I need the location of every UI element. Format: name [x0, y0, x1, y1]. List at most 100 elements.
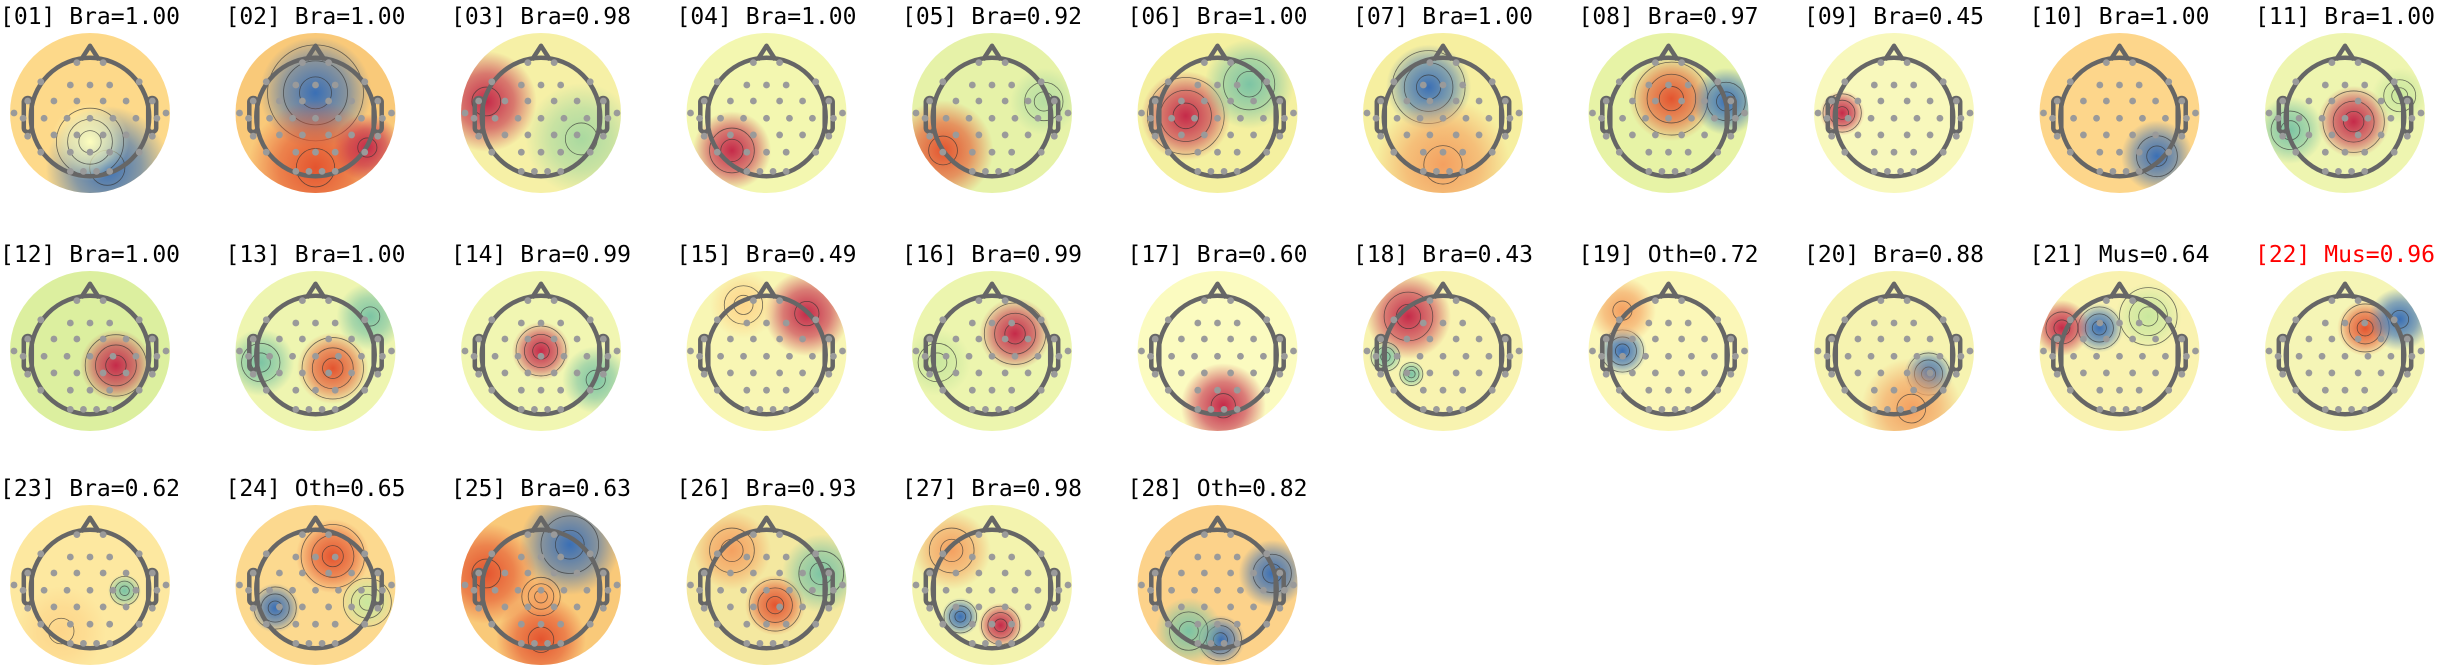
component-topomap[interactable]: [20] Bra=0.88	[1804, 242, 1984, 431]
electrode-markers	[1814, 59, 1974, 175]
component-topomap[interactable]: [26] Bra=0.93	[676, 476, 857, 665]
component-topomap[interactable]: [27] Bra=0.98	[902, 476, 1082, 665]
electrode-markers	[1814, 297, 1974, 413]
component-topomap[interactable]: [24] Oth=0.65	[225, 476, 406, 665]
electrode-markers	[687, 531, 846, 647]
contour-line	[709, 127, 755, 174]
component-title: [25] Bra=0.63	[451, 476, 631, 502]
electrode-markers	[1363, 297, 1523, 413]
electrode-markers	[687, 297, 846, 413]
electrode-markers	[236, 297, 395, 413]
component-topomap[interactable]: [15] Bra=0.49	[676, 242, 857, 431]
contour-line	[928, 527, 975, 574]
component-topomap[interactable]: [06] Bra=1.00	[1127, 4, 1308, 193]
component-title: [20] Bra=0.88	[1804, 242, 1984, 268]
component-title: [11] Bra=1.00	[2255, 4, 2435, 30]
component-topomap[interactable]: [25] Bra=0.63	[451, 476, 631, 665]
electrode-markers	[1589, 59, 1748, 175]
electrode-markers	[1138, 59, 1297, 175]
component-topomap[interactable]: [17] Bra=0.60	[1127, 242, 1308, 431]
electrode-markers	[461, 59, 621, 175]
component-topomap[interactable]: [28] Oth=0.82	[1127, 476, 1308, 665]
contour-line	[2119, 287, 2178, 346]
component-title: [12] Bra=1.00	[0, 242, 180, 268]
electrode-markers	[2040, 59, 2199, 175]
component-topomap[interactable]: [18] Bra=0.43	[1353, 242, 1533, 431]
component-title: [04] Bra=1.00	[676, 4, 856, 30]
component-topomap[interactable]: [16] Bra=0.99	[902, 242, 1082, 431]
contour-line	[95, 344, 137, 387]
electrode-markers	[461, 297, 621, 413]
component-title: [08] Bra=0.97	[1578, 4, 1758, 30]
component-topomap[interactable]: [23] Bra=0.62	[0, 476, 180, 665]
component-title: [10] Bra=1.00	[2029, 4, 2209, 30]
component-topomap[interactable]: [07] Bra=1.00	[1353, 4, 1533, 193]
component-title: [03] Bra=0.98	[451, 4, 631, 30]
component-title: [21] Mus=0.64	[2029, 242, 2209, 268]
component-topomap[interactable]: [05] Bra=0.92	[902, 4, 1082, 193]
contour-line	[1210, 393, 1236, 419]
contour-line	[585, 369, 606, 390]
component-topomap[interactable]: [02] Bra=1.00	[225, 4, 406, 193]
electrode-markers	[236, 59, 395, 175]
head-outline	[1149, 515, 1286, 651]
component-title: [22] Mus=0.96	[2255, 242, 2435, 268]
electrode-markers	[912, 531, 1072, 647]
contour-line	[940, 538, 964, 563]
component-topomap[interactable]: [08] Bra=0.97	[1578, 4, 1759, 193]
electrode-markers	[1363, 59, 1523, 175]
component-title: [24] Oth=0.65	[225, 476, 405, 502]
component-title: [06] Bra=1.00	[1127, 4, 1307, 30]
component-topomap[interactable]: [11] Bra=1.00	[2255, 4, 2435, 193]
component-title: [14] Bra=0.99	[451, 242, 631, 268]
component-title: [26] Bra=0.93	[676, 476, 856, 502]
component-title: [19] Oth=0.72	[1578, 242, 1758, 268]
component-topomap[interactable]: [10] Bra=1.00	[2029, 4, 2210, 193]
component-topomap[interactable]: [03] Bra=0.98	[451, 4, 631, 193]
component-topomap[interactable]: [01] Bra=1.00	[0, 4, 180, 193]
contour-line	[2128, 296, 2168, 337]
electrode-markers	[236, 531, 395, 647]
electrode-markers	[461, 531, 621, 647]
contour-line	[527, 583, 555, 610]
component-title: [15] Bra=0.49	[676, 242, 856, 268]
component-topomap[interactable]: [04] Bra=1.00	[676, 4, 857, 193]
electrode-markers	[1589, 297, 1748, 413]
component-topomap[interactable]: [12] Bra=1.00	[0, 242, 180, 431]
contour-line	[720, 138, 744, 163]
electrode-markers	[2265, 297, 2425, 413]
component-topomap[interactable]: [14] Bra=0.99	[451, 242, 631, 431]
contour-line	[357, 137, 378, 158]
contour-line	[2146, 145, 2168, 167]
electrode-markers	[1138, 297, 1297, 413]
component-title: [23] Bra=0.62	[0, 476, 180, 502]
contour-line	[2383, 79, 2417, 113]
component-title: [07] Bra=1.00	[1353, 4, 1533, 30]
component-title: [18] Bra=0.43	[1353, 242, 1533, 268]
component-topomap[interactable]: [22] Mus=0.96	[2255, 242, 2435, 431]
component-topomap[interactable]: [09] Bra=0.45	[1804, 4, 1984, 193]
contour-line	[1896, 393, 1927, 424]
electrode-markers	[2040, 297, 2199, 413]
component-title: [09] Bra=0.45	[1804, 4, 1984, 30]
component-title: [28] Oth=0.82	[1127, 476, 1307, 502]
component-title: [02] Bra=1.00	[225, 4, 405, 30]
contour-line	[2391, 87, 2409, 105]
electrode-markers	[10, 59, 170, 175]
electrode-markers	[912, 297, 1072, 413]
component-topomap[interactable]: [13] Bra=1.00	[225, 242, 406, 431]
component-title: [17] Bra=0.60	[1127, 242, 1307, 268]
contour-line	[1822, 93, 1862, 133]
contour-line	[723, 285, 764, 325]
contour-line	[1169, 611, 1209, 651]
electrode-markers	[912, 59, 1072, 175]
component-topomap[interactable]: [21] Mus=0.64	[2029, 242, 2210, 431]
component-topomap[interactable]: [19] Oth=0.72	[1578, 242, 1759, 431]
component-title: [01] Bra=1.00	[0, 4, 180, 30]
electrode-markers	[10, 297, 170, 413]
component-title: [27] Bra=0.98	[902, 476, 1082, 502]
component-title: [16] Bra=0.99	[902, 242, 1082, 268]
electrode-markers	[687, 59, 846, 175]
head-outline	[1374, 43, 1512, 179]
